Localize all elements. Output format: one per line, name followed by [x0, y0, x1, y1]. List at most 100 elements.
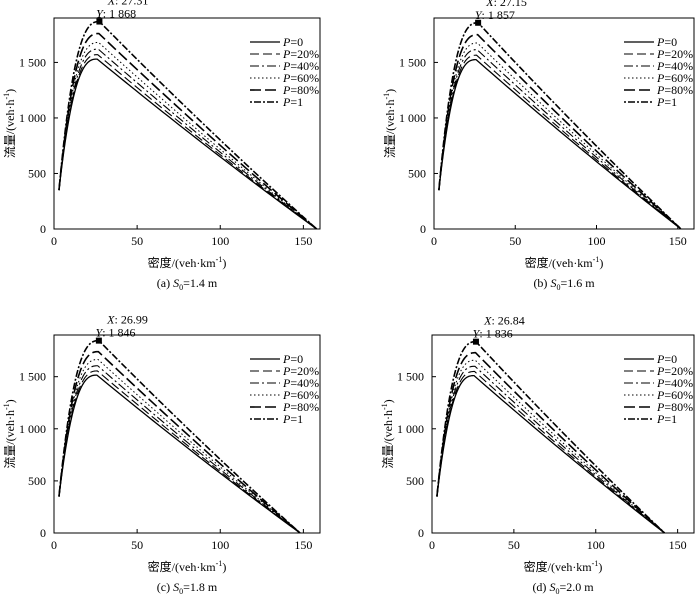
- series-line: [58, 358, 301, 534]
- y-tick-label: 1 000: [19, 111, 46, 125]
- x-tick-label: 100: [588, 234, 606, 248]
- legend-item: P=40%: [656, 59, 693, 73]
- y-tick-label: 1 500: [19, 370, 46, 384]
- series-line: [438, 42, 682, 230]
- x-axis-label: 密度/(veh·km-1): [524, 559, 603, 574]
- chart-panel-c: 0 50 100 150 0 500 1 000 1 500 密度/(veh·km-1) 流量/(…: [2, 313, 321, 596]
- x-tick-label: 150: [294, 538, 312, 552]
- plot-frame: [53, 334, 321, 534]
- y-tick-label: 500: [408, 166, 426, 180]
- annotation-x: X: 27.31: [107, 0, 149, 8]
- chart-panel-b: 0 50 100 150 0 500 1 000 1 500 密度/(veh·km-1) 流量/(…: [382, 0, 695, 292]
- legend-item: P=80%: [656, 83, 693, 97]
- legend-item: P=60%: [282, 71, 319, 85]
- x-tick-label: 0: [51, 234, 57, 248]
- series-line: [58, 32, 318, 230]
- legend-item: P=0: [282, 352, 303, 366]
- y-tick-label: 0: [40, 526, 46, 540]
- series-line: [58, 48, 318, 230]
- annotation-y: Y: 1 857: [475, 8, 515, 22]
- legend-item: P=20%: [656, 364, 693, 378]
- x-tick-label: 50: [509, 234, 521, 248]
- annotation-x: X: 27.15: [485, 0, 527, 9]
- legend-item: P=80%: [282, 83, 319, 97]
- y-tick-label: 1 500: [19, 55, 46, 69]
- legend-item: P=60%: [656, 71, 693, 85]
- panel-caption: (a) S0=1.4 m: [157, 276, 218, 292]
- legend-item: P=0: [656, 35, 677, 49]
- series-line: [58, 374, 301, 534]
- annotation-x: X: 26.99: [106, 313, 148, 327]
- series-line: [58, 58, 318, 230]
- series-line: [438, 58, 682, 230]
- y-tick-label: 1 500: [399, 55, 426, 69]
- x-tick-label: 100: [211, 538, 229, 552]
- series-line: [436, 359, 665, 534]
- x-axis-label: 密度/(veh·km-1): [525, 255, 604, 270]
- legend-item: P=20%: [656, 47, 693, 61]
- annotation-y: Y: 1 846: [96, 326, 136, 340]
- series-line: [58, 54, 318, 230]
- legend-item: P=60%: [282, 388, 319, 402]
- legend-item: P=1: [282, 95, 303, 109]
- legend-item: P=20%: [282, 47, 319, 61]
- series-line: [58, 365, 301, 534]
- x-axis-label: 密度/(veh·km-1): [148, 255, 227, 270]
- legend-item: P=20%: [282, 364, 319, 378]
- panel-caption: (b) S0=1.6 m: [533, 276, 595, 292]
- panel-caption: (c) S0=1.8 m: [157, 580, 218, 596]
- x-tick-label: 150: [669, 234, 687, 248]
- peak-marker: [472, 338, 479, 345]
- series-line: [438, 49, 682, 230]
- x-tick-label: 0: [431, 234, 437, 248]
- peak-marker: [475, 19, 482, 26]
- series-line: [58, 350, 301, 534]
- y-tick-label: 500: [406, 474, 424, 488]
- chart-panel-d: 0 50 100 150 0 500 1 000 1 500 密度/(veh·km-1) 流量/(…: [380, 314, 695, 596]
- legend-item: P=40%: [656, 376, 693, 390]
- y-axis-label: 流量/(veh·h-1): [382, 89, 397, 158]
- annotation-x: X: 26.84: [483, 314, 525, 328]
- series-line: [436, 351, 666, 534]
- plot-frame: [53, 17, 321, 230]
- panel-caption: (d) S0=2.0 m: [532, 580, 594, 596]
- peak-marker: [96, 18, 103, 25]
- x-tick-label: 0: [51, 538, 57, 552]
- series-line: [436, 365, 665, 534]
- x-tick-label: 0: [429, 538, 435, 552]
- x-tick-label: 50: [131, 234, 143, 248]
- y-axis-label: 流量/(veh·h-1): [2, 399, 17, 468]
- series-line: [436, 374, 665, 534]
- series-line: [438, 33, 682, 230]
- chart-panel-a: 0 50 100 150 0 500 1 000 1 500 密度/(veh·km-1) 流量/(…: [2, 0, 321, 292]
- y-tick-label: 1 000: [397, 422, 424, 436]
- legend-item: P=40%: [282, 59, 319, 73]
- annotation-y: Y: 1 836: [473, 327, 513, 341]
- plot-frame: [433, 17, 695, 230]
- y-tick-label: 1 500: [397, 370, 424, 384]
- legend-item: P=1: [282, 412, 303, 426]
- series-line: [436, 370, 665, 534]
- x-tick-label: 50: [508, 538, 520, 552]
- x-tick-label: 100: [587, 538, 605, 552]
- legend-item: P=80%: [656, 400, 693, 414]
- y-tick-label: 0: [40, 222, 46, 236]
- x-tick-label: 150: [669, 538, 687, 552]
- y-tick-label: 0: [418, 526, 424, 540]
- y-tick-label: 500: [28, 474, 46, 488]
- y-axis-label: 流量/(veh·h-1): [2, 89, 17, 158]
- annotation-y: Y: 1 868: [96, 7, 136, 21]
- series-line: [438, 54, 682, 230]
- x-tick-label: 50: [131, 538, 143, 552]
- y-tick-label: 1 000: [19, 422, 46, 436]
- legend-item: P=1: [656, 412, 677, 426]
- legend-item: P=1: [656, 95, 677, 109]
- series-line: [58, 41, 317, 230]
- x-tick-label: 100: [211, 234, 229, 248]
- y-tick-label: 500: [28, 166, 46, 180]
- legend-item: P=40%: [282, 376, 319, 390]
- y-axis-label: 流量/(veh·h-1): [380, 399, 395, 468]
- legend-item: P=0: [282, 35, 303, 49]
- x-tick-label: 150: [294, 234, 312, 248]
